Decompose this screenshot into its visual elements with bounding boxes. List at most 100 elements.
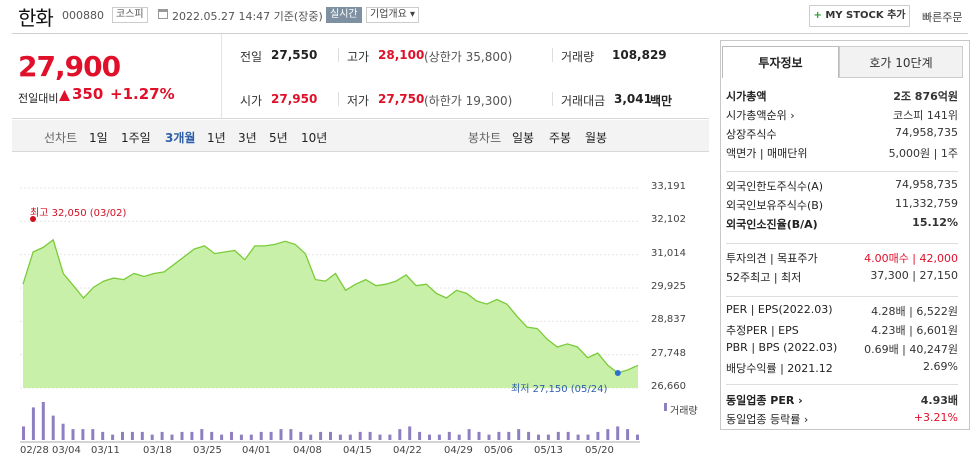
period-1y[interactable]: 1년 (207, 131, 226, 145)
volume-bar (497, 431, 501, 440)
market-badge: 코스피 (112, 7, 148, 23)
volume-bar (91, 429, 95, 440)
volume-legend-label: 거래량 (670, 406, 698, 417)
volume-bar (269, 431, 273, 440)
low-label: 저가 (347, 94, 370, 108)
panel-divider (726, 171, 958, 172)
add-mystock-button[interactable]: + MY STOCK 추가 (809, 5, 910, 27)
y-tick-label: 27,748 (651, 347, 686, 359)
volume-bar (576, 434, 580, 440)
price-line (22, 238, 639, 374)
volume-bar (358, 431, 362, 440)
period-toolbar (12, 120, 709, 152)
info-row: 배당수익률 | 2021.12 2.69% (726, 360, 958, 378)
info-row: 시가총액순위 › 코스피 141위 (726, 107, 958, 125)
change-label: 전일대비 (18, 92, 59, 105)
info-row: 동일업종 등락률 › +3.21% (726, 411, 958, 429)
volume-bar (319, 431, 323, 440)
x-tick-label: 04/15 (343, 445, 372, 456)
volume-bar (121, 431, 124, 440)
info-row-label: 외국인소진율(B/A) (726, 218, 818, 231)
x-tick-label: 04/22 (393, 445, 422, 456)
volume-bar (447, 431, 451, 440)
realtime-badge[interactable]: 실시간 (326, 7, 362, 23)
panel-divider (726, 296, 958, 297)
info-row-value: 2.69% (923, 360, 958, 373)
period-3y[interactable]: 3년 (238, 131, 257, 145)
y-tick-label: 32,102 (651, 214, 686, 226)
volume-bar (596, 431, 600, 440)
prev-close-label: 전일 (240, 50, 263, 64)
period-1d[interactable]: 1일 (89, 131, 108, 145)
info-row-label: 추정PER | EPS (726, 324, 799, 337)
volume-bar (140, 431, 144, 440)
volume-bar (467, 429, 471, 440)
period-10y[interactable]: 10년 (301, 131, 328, 145)
price-box (12, 34, 222, 118)
price-area (23, 239, 638, 388)
price-change-pct: +1.27% (110, 85, 175, 103)
volume-bar (586, 434, 590, 440)
x-tick-label: 04/08 (293, 445, 322, 456)
tab-investment-info[interactable]: 투자정보 (722, 46, 839, 78)
period-3m[interactable]: 3개월 (165, 131, 196, 145)
info-row-label: 외국인한도주식수(A) (726, 180, 824, 193)
price-chart[interactable] (0, 0, 715, 474)
volume-bar (537, 434, 540, 440)
info-row-value: 74,958,735 (895, 126, 958, 139)
divider (338, 92, 339, 106)
volume-bar (111, 434, 115, 440)
plus-icon: + (813, 10, 826, 21)
y-tick-label: 31,014 (651, 247, 686, 259)
volume-bar (636, 434, 639, 440)
period-1w[interactable]: 1주일 (121, 131, 151, 145)
header-divider (12, 33, 968, 34)
info-row-value: 4.28배 | 6,522원 (871, 305, 958, 318)
volume-bar (338, 434, 342, 440)
info-row: PER | EPS(2022.03) 4.28배 | 6,522원 (726, 303, 958, 321)
volume-bar (616, 426, 620, 440)
candle-monthly[interactable]: 월봉 (585, 131, 608, 145)
info-row: 투자의견 | 목표주가 4.00매수 | 42,000 (726, 250, 958, 268)
volume-bar (101, 431, 105, 440)
stock-name: 한화 (18, 6, 54, 30)
volume-bar (220, 434, 224, 440)
volume-bar (309, 434, 313, 440)
summary-divider (12, 118, 709, 119)
volume-bar (487, 434, 491, 440)
info-row-value: 15.12% (912, 216, 958, 229)
volume-bar (566, 431, 570, 440)
quick-order-link[interactable]: 빠른주문 (922, 11, 963, 24)
info-row: 시가총액 2조 876억원 (726, 88, 958, 106)
y-tick-label: 33,191 (651, 181, 686, 192)
info-row-value: 11,332,759 (895, 197, 958, 210)
info-row-label: 액면가 | 매매단위 (726, 147, 808, 160)
volume-bar (210, 431, 214, 440)
company-overview-dropdown[interactable]: 기업개요 ▾ (366, 7, 419, 23)
chart-high-label: 최고 32,050 (03/02) (30, 208, 127, 219)
candle-weekly[interactable]: 주봉 (549, 131, 572, 145)
candle-chart-label: 봉차트 (468, 131, 502, 145)
x-tick-label: 04/29 (444, 445, 473, 456)
volume-bar (289, 429, 293, 440)
high-label: 고가 (347, 50, 370, 64)
volume-bar (606, 429, 610, 440)
volume-bar (51, 415, 55, 440)
divider (338, 48, 339, 62)
volume-bar (428, 434, 431, 440)
open-value: 27,950 (271, 92, 318, 106)
info-row-value: 37,300 | 27,150 (870, 269, 958, 282)
volume-bar (71, 429, 75, 440)
high-value: 28,100 (378, 48, 425, 62)
info-row: 외국인보유주식수(B) 11,332,759 (726, 197, 958, 215)
stock-code: 000880 (62, 9, 104, 22)
candle-daily[interactable]: 일봉 (512, 131, 535, 145)
y-tick-label: 26,660 (651, 381, 686, 392)
tab-orderbook-10[interactable]: 호가 10단계 (839, 46, 963, 78)
volume-bar (249, 434, 253, 440)
volume-bar (457, 434, 461, 440)
info-row-value: 5,000원 | 1주 (888, 147, 958, 160)
info-row-label: 동일업종 등락률 › (726, 413, 809, 426)
info-row: 추정PER | EPS 4.23배 | 6,601원 (726, 322, 958, 340)
period-5y[interactable]: 5년 (269, 131, 288, 145)
